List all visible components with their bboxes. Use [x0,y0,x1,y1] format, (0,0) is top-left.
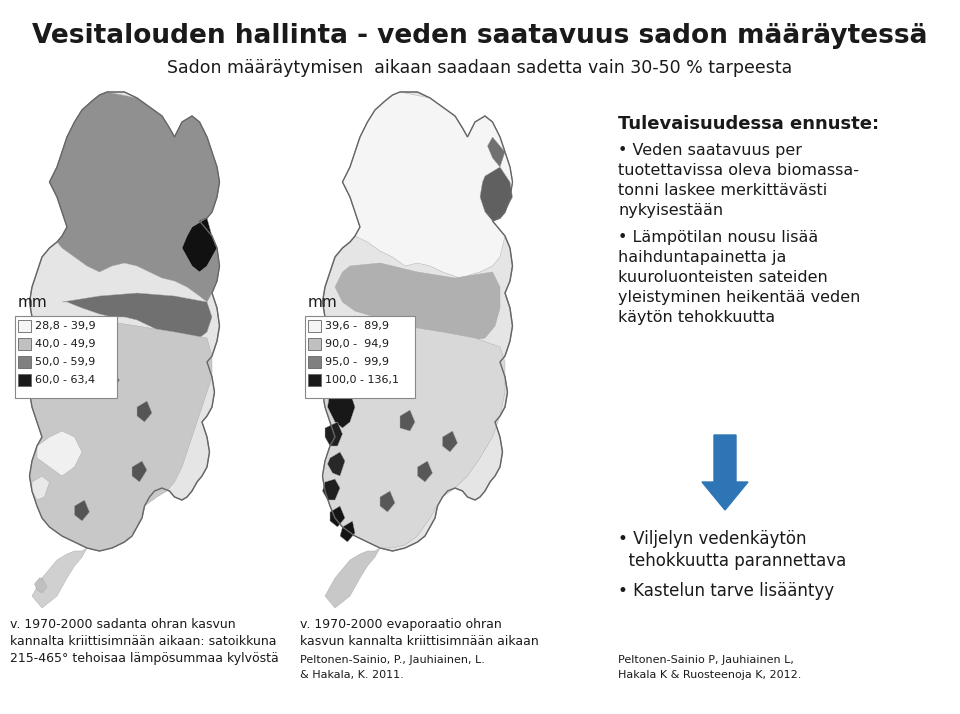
Polygon shape [32,548,87,608]
Polygon shape [323,479,340,500]
Text: 100,0 - 136,1: 100,0 - 136,1 [325,375,399,385]
Polygon shape [380,491,395,512]
Text: tuotettavissa oleva biomassa-: tuotettavissa oleva biomassa- [618,163,859,178]
Text: • Veden saatavuus per: • Veden saatavuus per [618,143,802,158]
Polygon shape [75,500,89,521]
Text: kannalta kriittisimпään aikaan: satoikkuna: kannalta kriittisimпään aikaan: satoikku… [10,635,276,648]
Polygon shape [327,386,355,428]
Bar [18,374,31,386]
Text: tehokkuutta parannettava: tehokkuutta parannettava [618,552,847,570]
Bar [308,374,321,386]
Polygon shape [330,506,345,527]
Text: 39,6 -  89,9: 39,6 - 89,9 [325,321,389,331]
Bar [308,356,321,368]
Polygon shape [323,92,513,551]
Bar [15,316,117,398]
Polygon shape [100,371,119,392]
Text: v. 1970-2000 sadanta ohran kasvun: v. 1970-2000 sadanta ohran kasvun [10,618,235,631]
Text: 40,0 - 49,9: 40,0 - 49,9 [35,339,95,349]
Polygon shape [137,401,152,422]
Text: kuuroluonteisten sateiden: kuuroluonteisten sateiden [618,270,828,285]
Text: kasvun kannalta kriittisimпään aikaan: kasvun kannalta kriittisimпään aikaan [300,635,539,648]
Bar [18,356,31,368]
Bar [308,338,321,350]
Text: & Hakala, K. 2011.: & Hakala, K. 2011. [300,670,404,680]
Polygon shape [335,263,500,341]
Text: Tulevaisuudessa ennuste:: Tulevaisuudessa ennuste: [618,115,879,133]
Text: käytön tehokkuutta: käytön tehokkuutta [618,310,775,325]
Text: yleistyminen heikentää veden: yleistyminen heikentää veden [618,290,860,305]
Text: • Lämpötilan nousu lisää: • Lämpötilan nousu lisää [618,230,818,245]
Polygon shape [327,452,345,476]
Polygon shape [325,371,340,392]
Text: 60,0 - 63,4: 60,0 - 63,4 [35,375,95,385]
Polygon shape [182,218,217,272]
Text: Peltonen-Sainio, P., Jauhiainen, L.: Peltonen-Sainio, P., Jauhiainen, L. [300,655,485,665]
Polygon shape [325,422,343,446]
Text: haihduntapainetta ja: haihduntapainetta ja [618,250,786,265]
Bar [18,320,31,332]
Text: Sadon määräytymisen  aikaan saadaan sadetta vain 30-50 % tarpeesta: Sadon määräytymisen aikaan saadaan sadet… [167,59,793,77]
Text: 50,0 - 59,9: 50,0 - 59,9 [35,357,95,367]
Polygon shape [325,548,380,608]
Text: Peltonen-Sainio P, Jauhiainen L,: Peltonen-Sainio P, Jauhiainen L, [618,655,794,665]
Text: mm: mm [308,295,338,310]
Polygon shape [50,92,220,302]
Polygon shape [30,320,212,551]
Polygon shape [62,293,212,341]
Text: 28,8 - 39,9: 28,8 - 39,9 [35,321,96,331]
Polygon shape [37,431,82,476]
Bar [308,320,321,332]
Text: • Kastelun tarve lisääntyy: • Kastelun tarve lisääntyy [618,582,834,600]
Text: Vesitalouden hallinta - veden saatavuus sadon määräytessä: Vesitalouden hallinta - veden saatavuus … [33,23,927,49]
Polygon shape [480,167,513,221]
Bar [18,338,31,350]
Polygon shape [488,137,505,167]
Text: • Viljelyn vedenkäytön: • Viljelyn vedenkäytön [618,530,806,548]
Text: tonni laskee merkittävästi: tonni laskee merkittävästi [618,183,828,198]
Text: v. 1970-2000 evaporaatio ohran: v. 1970-2000 evaporaatio ohran [300,618,502,631]
Polygon shape [443,431,458,452]
Polygon shape [323,326,505,548]
Polygon shape [32,476,50,500]
Bar [305,316,415,398]
Polygon shape [35,578,47,593]
Text: 90,0 -  94,9: 90,0 - 94,9 [325,339,389,349]
Polygon shape [400,410,415,431]
Polygon shape [418,461,433,482]
Text: mm: mm [18,295,48,310]
Text: 95,0 -  99,9: 95,0 - 99,9 [325,357,389,367]
Polygon shape [340,521,355,542]
Text: nykyisestään: nykyisestään [618,203,723,218]
Polygon shape [343,92,513,278]
FancyArrow shape [702,435,748,510]
Polygon shape [30,92,220,551]
Polygon shape [132,461,147,482]
Text: Hakala K & Ruosteenoja K, 2012.: Hakala K & Ruosteenoja K, 2012. [618,670,802,680]
Text: 215-465° tehoisaa lämpösummaa kylvöstä: 215-465° tehoisaa lämpösummaa kylvöstä [10,652,278,665]
